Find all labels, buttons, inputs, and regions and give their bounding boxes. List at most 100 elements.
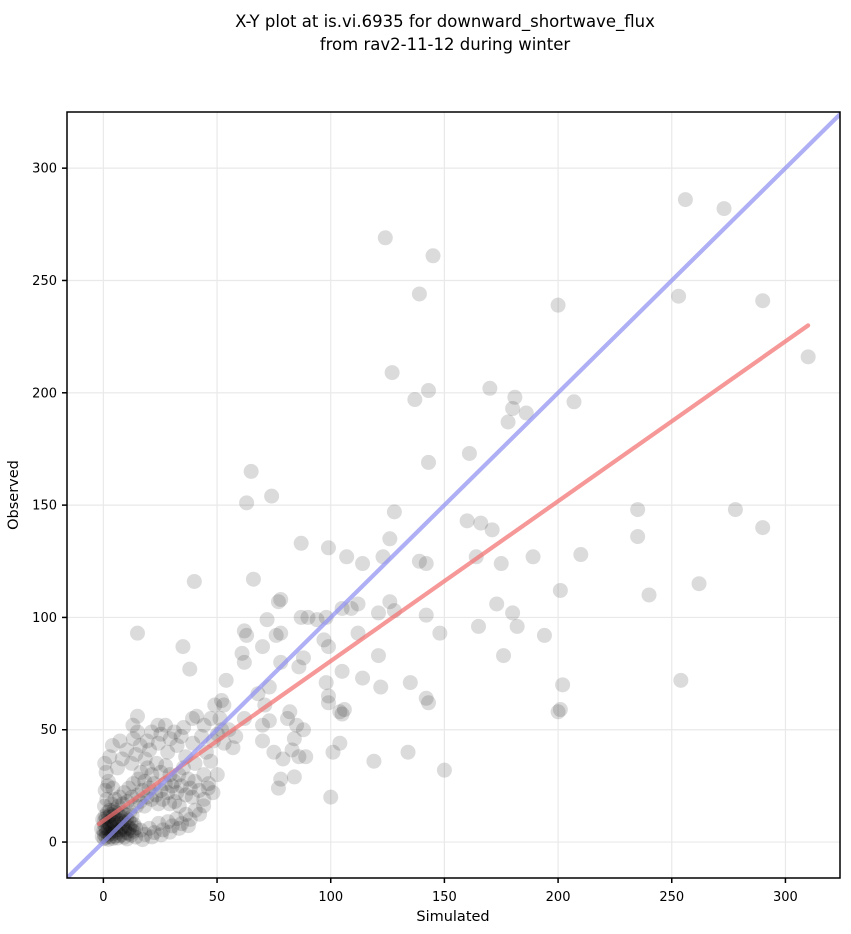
data-point	[201, 776, 217, 792]
data-point	[166, 724, 182, 740]
data-point	[320, 688, 336, 704]
data-point	[550, 297, 566, 313]
data-point	[187, 802, 203, 818]
data-point	[691, 576, 707, 592]
data-point	[482, 380, 498, 396]
data-point	[418, 607, 434, 623]
data-point	[318, 609, 334, 625]
data-point	[133, 764, 149, 780]
data-point	[525, 549, 541, 565]
x-tick-label: 150	[432, 890, 457, 905]
grid	[67, 112, 840, 878]
data-point	[116, 785, 132, 801]
y-tick-label: 200	[32, 386, 57, 401]
data-point	[160, 785, 176, 801]
data-point	[98, 820, 114, 836]
data-point	[110, 824, 126, 840]
data-point	[343, 600, 359, 616]
data-point	[255, 639, 271, 655]
data-point	[386, 504, 402, 520]
data-point	[122, 820, 138, 836]
data-point	[755, 293, 771, 309]
data-point	[103, 796, 119, 812]
data-point	[318, 675, 334, 691]
data-point	[370, 648, 386, 664]
data-point	[167, 794, 183, 810]
data-point	[121, 826, 137, 842]
data-point	[97, 755, 113, 771]
data-point	[155, 822, 171, 838]
data-point	[473, 515, 489, 531]
data-point	[459, 513, 475, 529]
data-point	[552, 702, 568, 718]
data-point	[144, 767, 160, 783]
data-point	[124, 789, 140, 805]
data-point	[239, 495, 255, 511]
data-point	[178, 787, 194, 803]
data-point	[137, 826, 153, 842]
data-point	[173, 778, 189, 794]
data-point	[112, 789, 128, 805]
y-tick-label: 300	[32, 162, 57, 177]
data-point	[178, 806, 194, 822]
data-point	[289, 717, 305, 733]
y-tick-label: 150	[32, 499, 57, 514]
x-axis-label: Simulated	[416, 909, 489, 925]
data-point	[116, 829, 132, 845]
data-point	[171, 820, 187, 836]
data-point	[97, 782, 113, 798]
data-point	[334, 663, 350, 679]
data-point	[671, 288, 687, 304]
data-point	[126, 823, 142, 839]
data-point	[400, 744, 416, 760]
data-point	[133, 822, 149, 838]
data-point	[134, 832, 150, 848]
data-point	[182, 811, 198, 827]
data-point	[150, 735, 166, 751]
data-point	[158, 758, 174, 774]
data-point	[505, 605, 521, 621]
data-point	[125, 731, 141, 747]
data-point	[112, 733, 128, 749]
data-point	[236, 623, 252, 639]
data-point	[370, 605, 386, 621]
data-point	[418, 690, 434, 706]
data-point	[234, 645, 250, 661]
identity-line	[67, 112, 840, 878]
data-point	[225, 740, 241, 756]
x-tick-label: 0	[99, 890, 107, 905]
data-point	[218, 672, 234, 688]
data-point	[420, 383, 436, 399]
data-point	[205, 785, 221, 801]
data-point	[309, 612, 325, 628]
data-point	[270, 780, 286, 796]
data-point	[144, 829, 160, 845]
data-point	[402, 675, 418, 691]
data-point	[291, 749, 307, 765]
data-point	[259, 612, 275, 628]
data-point	[293, 535, 309, 551]
data-point	[275, 751, 291, 767]
data-point	[129, 708, 145, 724]
data-point	[191, 782, 207, 798]
x-tick-label: 200	[546, 890, 571, 905]
data-point	[100, 778, 116, 794]
data-point	[164, 778, 180, 794]
data-point	[300, 609, 316, 625]
data-point	[325, 744, 341, 760]
data-point	[332, 735, 348, 751]
data-point	[261, 713, 277, 729]
data-point	[420, 695, 436, 711]
data-point	[119, 825, 135, 841]
data-point	[250, 686, 266, 702]
data-point	[121, 780, 137, 796]
data-point	[185, 735, 201, 751]
data-point	[518, 405, 534, 421]
y-tick-label: 0	[49, 836, 57, 851]
data-point	[493, 556, 509, 572]
data-point	[128, 829, 144, 845]
data-point	[155, 791, 171, 807]
data-point	[436, 762, 452, 778]
data-point	[800, 349, 816, 365]
